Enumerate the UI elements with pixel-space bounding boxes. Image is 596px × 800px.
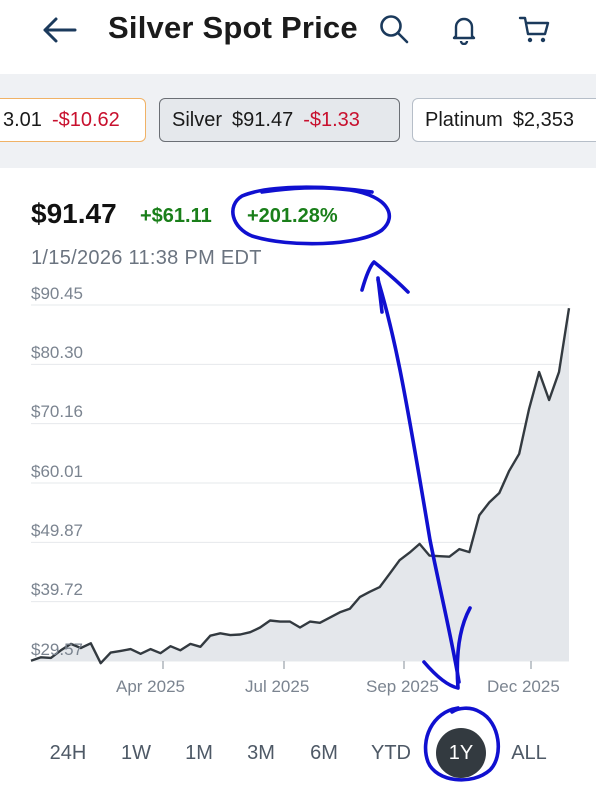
y-tick-label: $70.16 <box>31 402 83 421</box>
y-tick-label: $29.57 <box>31 640 83 659</box>
ticker-name: Silver <box>172 108 223 131</box>
range-6m[interactable]: 6M <box>310 741 338 764</box>
quote-timestamp: 1/15/2026 11:38 PM EDT <box>31 247 262 269</box>
price-change: +$61.11 <box>140 205 212 227</box>
ticker-price: $2,353 <box>512 108 574 131</box>
range-ytd[interactable]: YTD <box>371 741 411 764</box>
price-area <box>31 308 569 664</box>
x-tick-label: Apr 2025 <box>116 677 185 696</box>
ticker-change: -$1.33 <box>303 108 360 131</box>
y-tick-label: $90.45 <box>31 284 83 303</box>
cart-icon <box>518 16 550 43</box>
app-header: Silver Spot Price <box>0 0 596 70</box>
y-tick-label: $60.01 <box>31 462 83 481</box>
x-tick-label: Jul 2025 <box>245 677 310 696</box>
current-price: $91.47 <box>31 198 117 229</box>
search-button[interactable] <box>377 12 411 46</box>
price-chart[interactable] <box>0 280 596 680</box>
search-icon <box>380 15 409 44</box>
ticker-chip-silver[interactable]: Silver $91.47 -$1.33 <box>159 98 400 142</box>
ticker-price: 3.01 <box>3 108 42 131</box>
range-24h[interactable]: 24H <box>49 741 87 764</box>
range-selector: 24H 1W 1M 3M 6M YTD 1Y ALL <box>0 728 596 778</box>
percent-change: +201.28% <box>247 205 338 227</box>
cart-button[interactable] <box>518 12 552 46</box>
back-button[interactable] <box>38 12 80 48</box>
ticker-change: -$10.62 <box>51 108 120 131</box>
ticker-strip[interactable]: 3.01 -$10.62 Silver $91.47 -$1.33 Platin… <box>0 74 596 168</box>
x-tick-label: Sep 2025 <box>366 677 439 696</box>
back-arrow-icon <box>43 17 77 43</box>
price-line <box>30 308 571 665</box>
ticker-chip-platinum[interactable]: Platinum $2,353 <box>412 98 596 142</box>
ticker-name: Platinum <box>425 108 503 131</box>
range-3m[interactable]: 3M <box>247 741 275 764</box>
y-tick-label: $39.72 <box>31 580 83 599</box>
y-tick-label: $49.87 <box>31 521 83 540</box>
ticker-chip-gold[interactable]: 3.01 -$10.62 <box>0 98 146 142</box>
range-1y[interactable]: 1Y <box>436 728 486 778</box>
bell-icon <box>452 17 476 45</box>
x-tick-label: Dec 2025 <box>487 677 560 696</box>
range-all[interactable]: ALL <box>511 741 547 764</box>
range-1m[interactable]: 1M <box>185 741 213 764</box>
y-tick-label: $80.30 <box>31 343 83 362</box>
notifications-button[interactable] <box>447 12 481 46</box>
range-1w[interactable]: 1W <box>121 741 151 764</box>
ticker-price: $91.47 <box>232 108 294 131</box>
page-title: Silver Spot Price <box>108 10 358 45</box>
